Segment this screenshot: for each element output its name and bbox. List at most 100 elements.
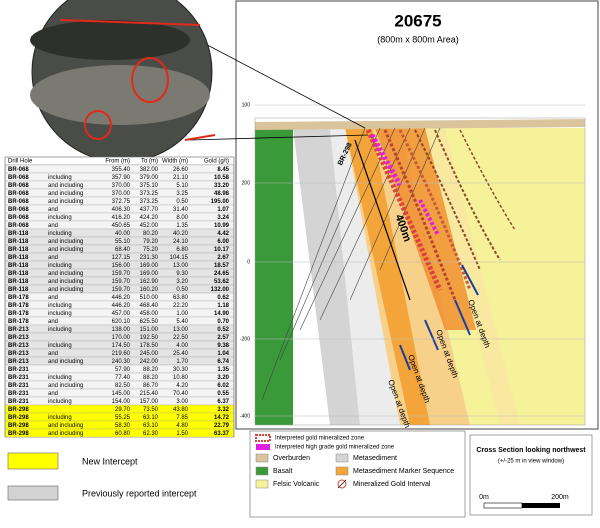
table-cell: 40.00 [115,231,131,237]
column-header: To (m) [141,159,158,165]
table-cell: and [48,391,58,397]
table-cell: 21.10 [173,175,189,181]
table-cell: 82.50 [115,383,131,389]
column-header: Width (m) [162,159,188,165]
swatch [337,479,347,489]
drill-holes [261,127,441,401]
legend-label: Overburden [273,455,310,462]
open-arrows [399,264,479,371]
table-cell: 13.00 [173,263,189,269]
table-cell: 75.20 [143,247,159,253]
table-cell: 437.70 [140,207,159,213]
table-cell: BR-231 [8,375,29,381]
table-cell: 73.50 [143,407,159,413]
table-cell: 370.00 [112,191,131,197]
table-cell: 162.90 [140,279,159,285]
table-cell: 4.00 [176,343,188,349]
table-cell: 24.10 [173,239,189,245]
table-cell: 151.00 [140,327,159,333]
table-cell: 372.75 [112,199,131,205]
table-cell: 57.90 [115,367,131,373]
table-cell: 373.25 [140,199,159,205]
scale-window: (+/-25 m in view window) [498,459,564,465]
table-cell: including [48,175,72,181]
table-cell: 63.80 [173,295,189,301]
table-cell: 79.20 [143,239,159,245]
table-cell: BR-068 [8,183,29,189]
legend-label: Interpreted high grade gold mineralized … [275,445,395,451]
table-cell: BR-213 [8,359,29,365]
legend-label: Basalt [273,468,293,475]
swatch [256,444,270,450]
table-cell: including [48,231,72,237]
scale-title: Cross Section looking northwest [476,447,586,454]
table-cell: 138.00 [112,327,131,333]
metasediment [330,128,400,425]
table-cell: 174.50 [112,343,131,349]
table-cell: 373.25 [140,191,159,197]
table-cell: 154.00 [112,399,131,405]
table-cell: and [48,319,58,325]
table-cell: BR-118 [8,255,29,261]
scale-end: 200m [551,494,569,501]
scale-start: 0m [479,494,489,501]
metasediment [293,128,360,425]
table-cell: 53.62 [214,279,230,285]
table-cell: 33.20 [214,183,230,189]
table-cell: and [48,207,58,213]
legend-label: Metasediment Marker Sequence [353,468,454,475]
table-cell: 29.70 [115,407,131,413]
table-cell: 22.20 [173,303,189,309]
swatch [255,479,269,489]
table-cell: 77.40 [115,375,131,381]
scale-frame [469,434,593,516]
table-cell: 231.30 [140,255,159,261]
table-cell: including [48,415,72,421]
table-cell: 4.42 [217,231,229,237]
table-cell: 132.00 [211,287,230,293]
table-cell: BR-068 [8,175,29,181]
table-cell: 6.80 [176,247,188,253]
length-arrow [354,139,411,301]
table-cell: BR-213 [8,343,29,349]
column-header: Gold (g/t) [204,159,229,165]
table-cell: 63.10 [143,423,159,429]
table-cell: 375.10 [140,183,159,189]
table-cell: 450.65 [112,223,131,229]
table-cell: 169.00 [140,271,159,277]
swatch [335,453,349,463]
swatch [337,479,347,489]
table-cell: 7.85 [176,415,188,421]
table-cell: 3.24 [217,215,229,221]
table-cell: 30.30 [173,367,189,373]
table-cell: 14.72 [214,415,230,421]
table-cell: 3.32 [217,407,229,413]
legend-label: Mineralized Gold Interval [353,481,431,488]
table-cell: and including [48,183,83,189]
scale-bar [483,502,523,509]
table-cell: 215.40 [140,391,159,397]
previous-swatch [7,485,59,501]
table-cell: BR-068 [8,191,29,197]
table-cell: BR-213 [8,335,29,341]
core-photo [30,0,216,160]
elevation-label: 100 [242,102,251,108]
table-cell: 625.50 [140,319,159,325]
table-cell: 245.00 [140,351,159,357]
table-cell: 159.70 [112,287,131,293]
table-cell: 48.98 [214,191,230,197]
table-cell: 9.38 [217,343,229,349]
table-cell: and including [48,191,83,197]
table-cell: 157.00 [140,399,159,405]
table-cell: 10.80 [173,375,189,381]
table-cell: and including [48,271,83,277]
table-cell: BR-213 [8,327,29,333]
table-cell: BR-068 [8,167,29,173]
table-cell: 6.02 [217,383,229,389]
legend-frame [249,430,466,518]
table-cell: and including [48,383,83,389]
table-cell: 6.74 [217,359,229,365]
table-cell: 379.00 [140,175,159,181]
table-cell: 1.70 [176,359,188,365]
table-cell: and [48,295,58,301]
